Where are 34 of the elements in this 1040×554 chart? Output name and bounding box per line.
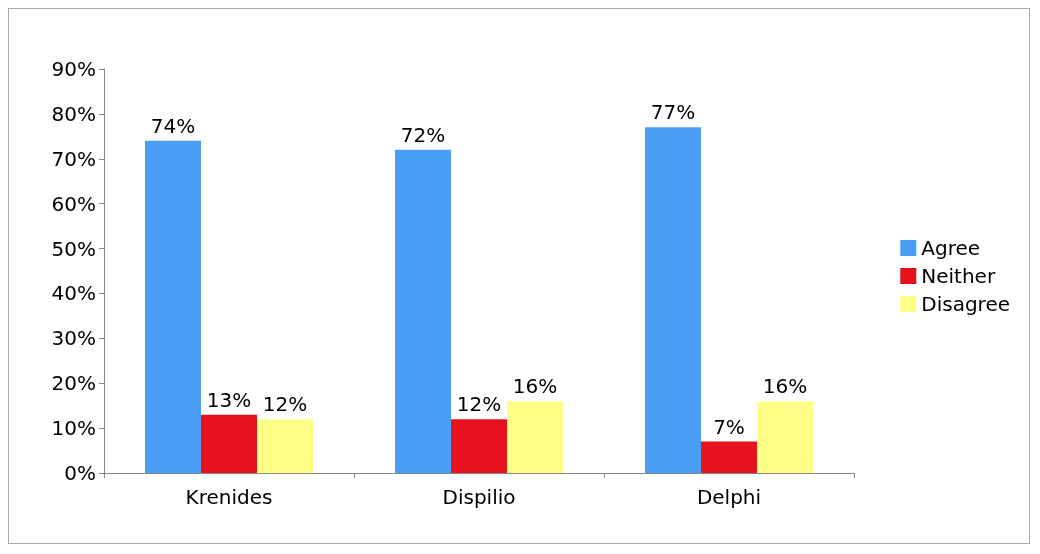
data-label: 72%	[400, 122, 446, 147]
bar	[507, 401, 563, 473]
bar	[201, 414, 257, 473]
bar	[257, 419, 313, 473]
y-tick-label: 60%	[51, 191, 96, 216]
bar	[757, 401, 813, 473]
data-label: 16%	[762, 374, 808, 399]
bar	[145, 140, 201, 473]
y-tick-label: 30%	[51, 326, 96, 351]
y-tick-label: 40%	[51, 281, 96, 306]
legend-label: Disagree	[921, 292, 1011, 316]
bar	[701, 441, 757, 473]
bar	[645, 127, 701, 473]
bar	[395, 149, 451, 473]
x-tick-label: Dispilio	[442, 485, 516, 509]
x-tick-label: Delphi	[696, 485, 762, 509]
data-label: 77%	[650, 100, 696, 125]
y-tick-label: 70%	[51, 146, 96, 171]
data-label: 13%	[206, 387, 252, 412]
y-tick-label: 90%	[51, 57, 96, 81]
y-tick-label: 50%	[51, 236, 96, 261]
data-label: 12%	[456, 392, 502, 417]
y-tick-label: 10%	[51, 416, 96, 441]
data-label: 12%	[262, 392, 308, 417]
y-tick-label: 80%	[51, 101, 96, 126]
y-tick-label: 20%	[51, 371, 96, 396]
legend-label: Agree	[921, 236, 981, 260]
x-tick-label: Krenides	[185, 485, 273, 509]
legend-label: Neither	[921, 264, 996, 288]
bar	[451, 419, 507, 473]
data-label: 16%	[512, 374, 558, 399]
data-label: 74%	[150, 113, 196, 138]
y-tick-label: 0%	[64, 461, 96, 485]
data-label: 7%	[713, 414, 745, 439]
